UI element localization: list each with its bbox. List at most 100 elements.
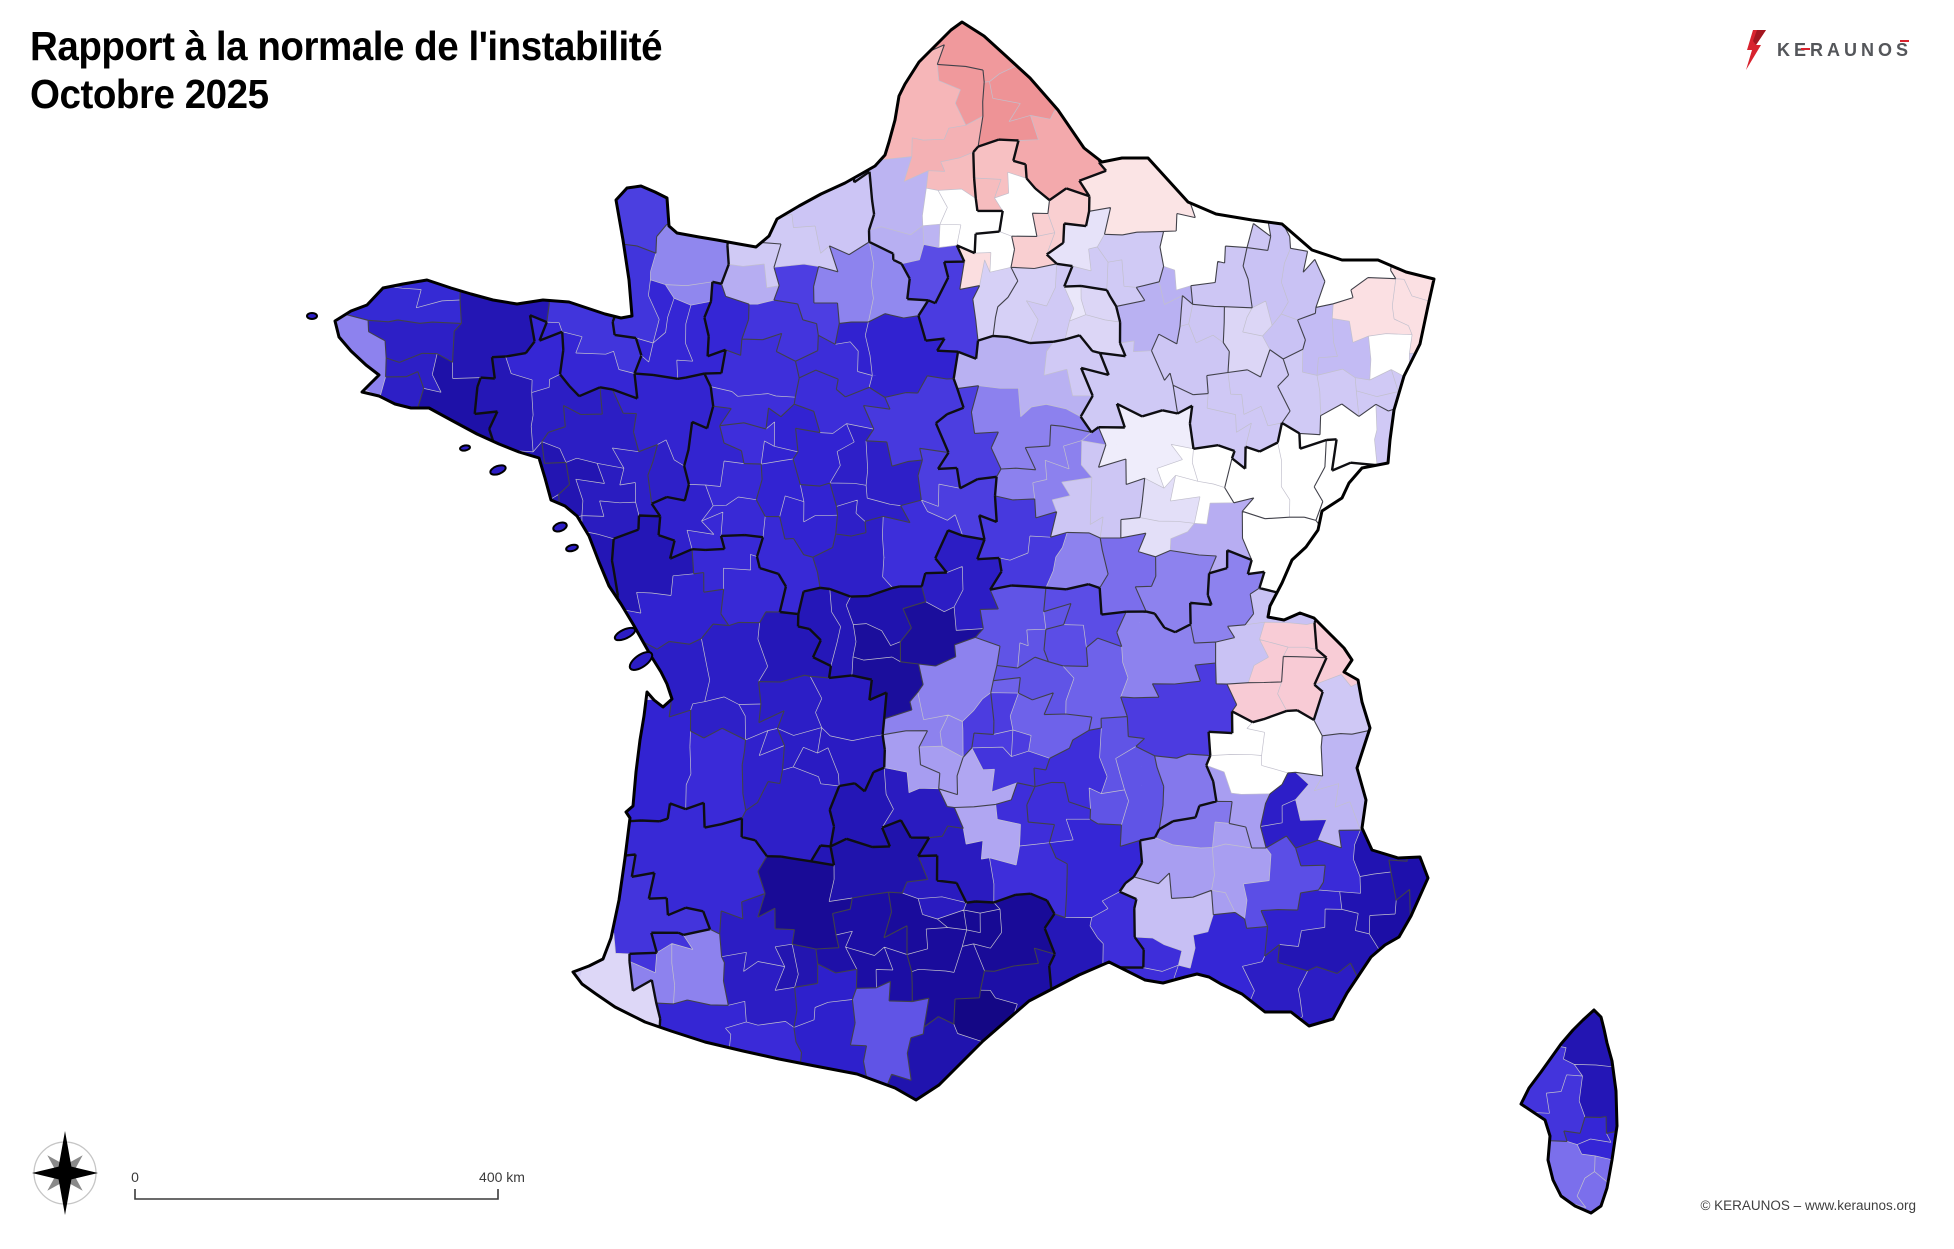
zone-cells <box>813 241 874 324</box>
island <box>552 521 568 533</box>
island <box>613 626 637 642</box>
scale-start-label: 0 <box>131 1169 139 1185</box>
zone-cells <box>972 259 1057 344</box>
zone-cells <box>1170 497 1254 574</box>
zone-cells <box>1154 754 1233 848</box>
zone-cells <box>918 261 980 359</box>
island <box>565 543 579 553</box>
lightning-bolt-icon <box>1745 30 1766 70</box>
zone-cells <box>1243 836 1326 929</box>
zone-cells <box>850 585 1164 1098</box>
zone-cells <box>634 279 749 379</box>
zone-cells <box>1297 303 1371 380</box>
zone-cells <box>452 281 550 379</box>
logo-red-accent <box>1800 47 1810 50</box>
zone-cells <box>815 931 857 973</box>
mainland-france-zones <box>333 20 1436 1102</box>
zone-cells <box>869 225 924 264</box>
zone-cells <box>973 139 1027 198</box>
zone-cells <box>1260 772 1327 848</box>
zone-cells <box>1120 475 1200 557</box>
zone-cells <box>531 374 639 469</box>
zone-cells <box>727 211 1321 435</box>
zone-borders <box>379 64 1434 1064</box>
zone-cells <box>922 172 1413 795</box>
zone-cells <box>1050 223 1271 538</box>
zone-cells <box>1049 819 1268 1010</box>
zone-cells <box>863 375 1068 590</box>
zone-cells <box>1098 403 1194 489</box>
zone-cells <box>614 461 821 934</box>
keraunos-logo-text: KERAUNOS <box>1776 39 1912 60</box>
zone-cells <box>926 152 1003 211</box>
zone-cells <box>1261 890 1342 957</box>
scale-bar: 0 400 km <box>131 1169 525 1200</box>
zone-cells <box>719 530 1362 1046</box>
island <box>489 464 507 476</box>
zone-cells <box>793 675 887 792</box>
keraunos-logo: KERAUNOS <box>1744 30 1912 70</box>
zone-cells <box>719 421 775 465</box>
zone-cells <box>704 333 800 429</box>
zone-cells <box>956 245 991 290</box>
zone-cells <box>1064 285 1086 321</box>
zone-cells <box>990 638 1128 759</box>
zone-cells <box>773 264 840 345</box>
zone-cells <box>1119 873 1214 969</box>
zone-cells <box>962 692 1032 758</box>
zone-cells <box>1574 1064 1617 1134</box>
map-title-line1: Rapport à la normale de l'instabilité <box>30 23 663 69</box>
zone-cells <box>901 244 965 304</box>
zone-cells <box>884 892 985 1027</box>
copyright-text: © KERAUNOS – www.keraunos.org <box>1700 1198 1916 1213</box>
zone-fill-layer <box>335 22 1434 1100</box>
scale-end-label: 400 km <box>479 1169 525 1185</box>
zone-cells <box>757 856 853 949</box>
coastal-islands <box>306 312 654 671</box>
zone-cells <box>882 767 994 919</box>
zone-cells <box>832 892 913 1002</box>
island <box>459 444 471 452</box>
zone-cells <box>973 893 1055 972</box>
zone-cells <box>474 356 534 452</box>
zone-cells <box>793 963 869 1093</box>
zone-cells <box>868 241 929 322</box>
zone-cells <box>953 990 1018 1062</box>
zone-cells <box>414 353 498 448</box>
zone-cells <box>612 373 744 487</box>
map-title: Rapport à la normale de l'instabilité Oc… <box>30 22 663 118</box>
zone-cells <box>851 601 984 719</box>
zone-cells <box>1133 765 1271 919</box>
zone-cells <box>1521 1044 1585 1145</box>
zone-cells <box>342 260 462 324</box>
zone-cells <box>904 116 983 182</box>
zone-cells <box>741 300 819 362</box>
logo-red-accent <box>1900 39 1909 42</box>
zone-cells <box>794 335 890 434</box>
island <box>306 312 318 320</box>
zone-cells <box>829 820 930 902</box>
zone-cells <box>882 500 963 588</box>
zone-cells <box>953 266 1193 417</box>
zone-cells <box>1227 639 1327 723</box>
zone-cells <box>1295 830 1361 894</box>
zone-cells <box>775 944 818 991</box>
corsica-zones <box>1519 1008 1619 1215</box>
zone-cells <box>1011 188 1090 269</box>
zone-cells <box>616 313 958 650</box>
zone-cells <box>616 171 697 254</box>
zone-cells <box>634 622 822 771</box>
zone-cells <box>853 156 940 248</box>
zone-cells <box>1215 214 1325 685</box>
coastline <box>333 20 1436 1102</box>
zone-cells <box>1046 207 1111 271</box>
zone-cells <box>741 423 923 862</box>
zone-cells <box>721 264 780 305</box>
zone-cells <box>937 901 1002 949</box>
zone-cells <box>757 587 1104 1010</box>
zone-cells <box>971 385 1106 518</box>
zone-cells <box>1043 584 1127 667</box>
zone-cells <box>595 747 1050 973</box>
zone-cells <box>685 728 802 1079</box>
